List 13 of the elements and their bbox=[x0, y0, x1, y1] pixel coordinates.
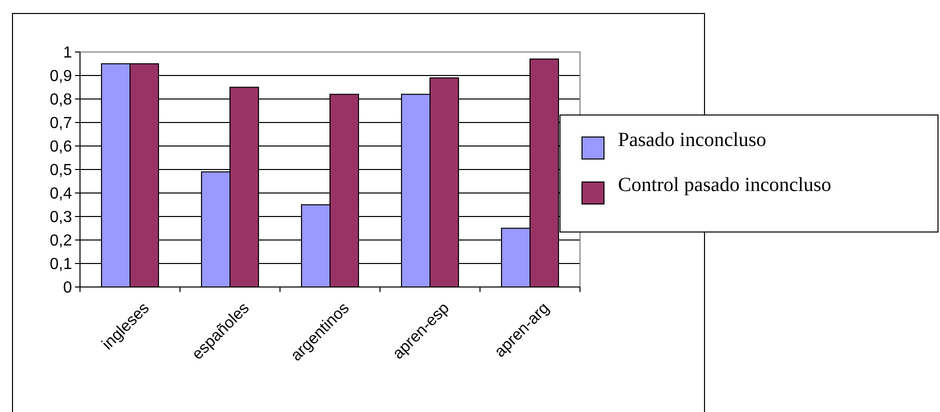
y-tick-label: 0,5 bbox=[50, 162, 72, 180]
y-tick-label: 1 bbox=[63, 44, 72, 62]
y-tick-label: 0,1 bbox=[50, 256, 72, 274]
legend-label: Pasado inconcluso bbox=[618, 129, 766, 151]
y-tick-label: 0,8 bbox=[50, 92, 72, 109]
y-tick-label: 0,2 bbox=[50, 232, 72, 250]
y-tick-label: 0,6 bbox=[50, 138, 72, 156]
legend-label: Control pasado inconcluso bbox=[618, 174, 832, 196]
y-tick-label: 0,3 bbox=[50, 209, 72, 226]
y-tick-label: 0,7 bbox=[50, 115, 72, 132]
y-tick-label: 0,9 bbox=[50, 68, 72, 86]
y-tick-label: 0 bbox=[63, 280, 72, 297]
y-tick-label: 0,4 bbox=[50, 186, 72, 203]
